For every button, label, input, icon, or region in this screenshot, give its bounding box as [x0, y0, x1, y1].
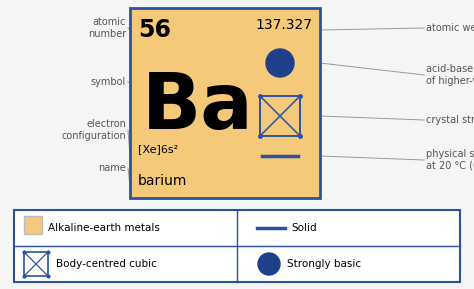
Text: 56: 56	[138, 18, 171, 42]
Ellipse shape	[266, 49, 294, 77]
FancyBboxPatch shape	[14, 210, 460, 282]
Ellipse shape	[258, 253, 280, 275]
Text: Ba: Ba	[142, 69, 254, 145]
FancyBboxPatch shape	[130, 8, 320, 198]
Text: atomic weight: atomic weight	[426, 23, 474, 33]
Text: barium: barium	[138, 174, 187, 188]
Text: electron
configuration: electron configuration	[61, 119, 126, 141]
Text: 137.327: 137.327	[255, 18, 312, 32]
Text: Strongly basic: Strongly basic	[287, 259, 361, 269]
Text: Body-centred cubic: Body-centred cubic	[56, 259, 157, 269]
Text: Solid: Solid	[291, 223, 317, 233]
Bar	[260, 96, 300, 136]
Text: symbol: symbol	[91, 77, 126, 87]
Text: crystal structure: crystal structure	[426, 115, 474, 125]
Text: physical state
at 20 °C (68 °F): physical state at 20 °C (68 °F)	[426, 149, 474, 171]
Text: acid-base properties
of higher-valence oxide: acid-base properties of higher-valence o…	[426, 64, 474, 86]
Text: Alkaline-earth metals: Alkaline-earth metals	[48, 223, 160, 233]
Bar	[24, 216, 42, 234]
Text: [Xe]6s²: [Xe]6s²	[138, 144, 178, 154]
Bar	[24, 252, 48, 276]
Text: atomic
number: atomic number	[88, 17, 126, 39]
Text: name: name	[98, 163, 126, 173]
